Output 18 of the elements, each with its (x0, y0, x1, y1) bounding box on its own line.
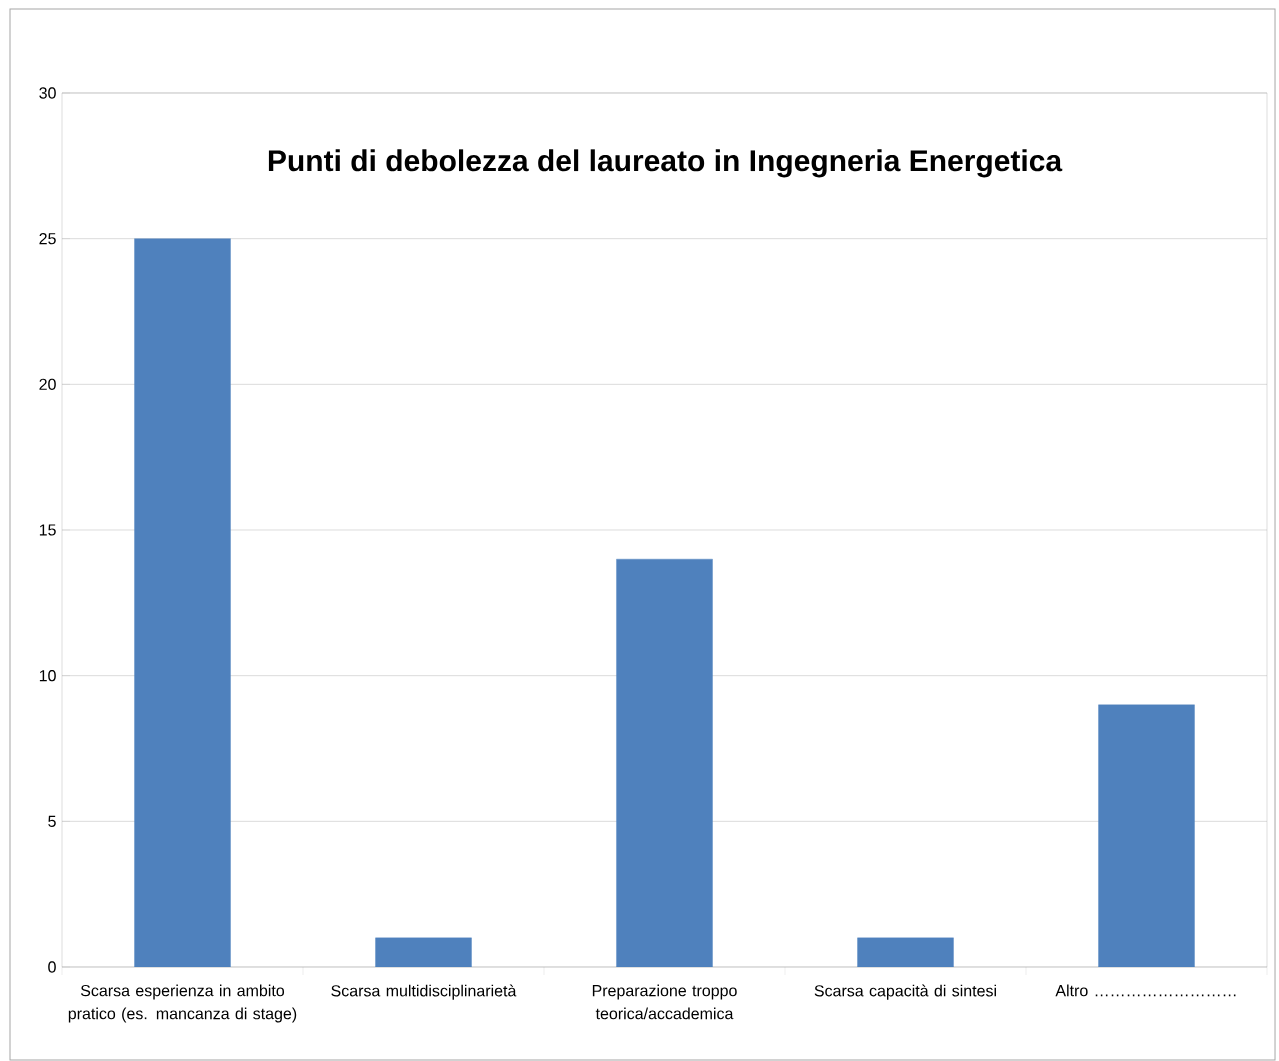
bar (134, 238, 231, 967)
y-tick-label: 10 (39, 670, 56, 682)
y-tick-label: 20 (39, 378, 56, 390)
y-tick-label: 0 (48, 961, 56, 973)
y-tick-label: 30 (39, 87, 56, 99)
x-tick-label: Scarsa capacità di sintesi (814, 984, 996, 1000)
bar (1098, 704, 1195, 967)
y-tick-label: 5 (48, 815, 56, 827)
x-tick-label: Preparazione troppo teorica/accademica (592, 984, 737, 1020)
x-tick-label: Scarsa esperienza in ambito pratico (es. mancanza di stage) (68, 984, 297, 1023)
y-tick-label: 15 (39, 524, 56, 536)
bar (375, 937, 472, 967)
x-tick-label: Altro ……………………… (1055, 984, 1236, 997)
text: Punti di debolezza del laureato in Ingegneria Energetica (268, 149, 1063, 178)
bar (616, 558, 713, 967)
y-tick-label: 25 (39, 233, 56, 245)
bar (857, 937, 954, 967)
x-tick-label: Scarsa multidisciplinarietà (331, 984, 517, 1000)
